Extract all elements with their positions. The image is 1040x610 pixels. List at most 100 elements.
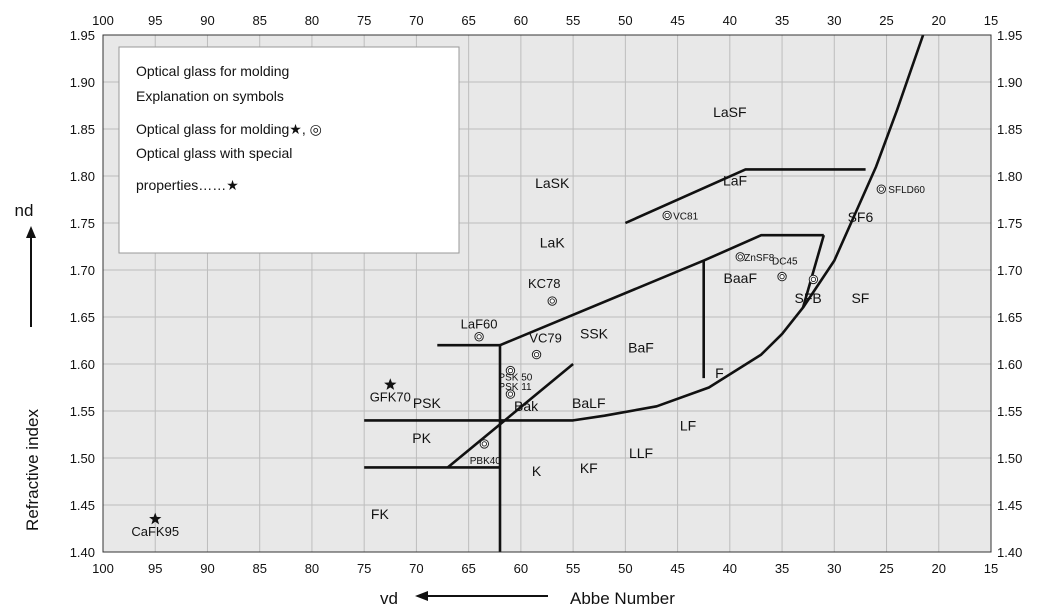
x-tick-label-top: 45 (670, 13, 684, 28)
glass-label: VC81 (673, 211, 698, 222)
x-tick-label-top: 60 (514, 13, 528, 28)
y-tick-label-right: 1.60 (997, 357, 1022, 372)
region-boundary-line (364, 34, 925, 422)
y-tick-label-right: 1.55 (997, 404, 1022, 419)
x-tick-label-bottom: 95 (148, 561, 162, 576)
double-circle-marker-inner (476, 334, 482, 340)
glass-label: GFK70 (370, 390, 411, 405)
region-label: LaSF (713, 104, 746, 120)
region-label: PSK (413, 395, 442, 411)
double-circle-marker (808, 274, 819, 285)
x-tick-label-top: 80 (305, 13, 319, 28)
x-tick-label-top: 65 (461, 13, 475, 28)
plot-frame (102, 34, 992, 553)
star-marker (384, 378, 397, 390)
x-tick-label-top: 40 (723, 13, 737, 28)
double-circle-marker (876, 184, 887, 194)
glass-label: SFLD60 (888, 185, 925, 196)
double-circle-marker-inner (779, 273, 785, 280)
y-tick-label-left: 1.55 (70, 404, 95, 419)
legend-line-4: Optical glass with special (136, 145, 292, 161)
x-tick-label-bottom: 40 (723, 561, 737, 576)
x-tick-label-top: 20 (932, 13, 946, 28)
legend-line-5: properties……★ (136, 177, 239, 193)
x-tick-label-top: 15 (984, 13, 998, 28)
region-label: BaF (628, 340, 654, 356)
y-axis-symbol: nd (15, 201, 34, 220)
y-tick-label-left: 1.75 (70, 216, 95, 231)
x-tick-label-top: 50 (618, 13, 632, 28)
legend-box (118, 46, 460, 254)
glass-label: DC45 (772, 257, 798, 268)
double-circle-marker (505, 389, 516, 399)
x-tick-label-bottom: 55 (566, 561, 580, 576)
y-tick-label-right: 1.75 (997, 216, 1022, 231)
legend-line-2: Explanation on symbols (136, 88, 284, 104)
region-label: SF (851, 290, 869, 306)
y-tick-label-left: 1.95 (70, 28, 95, 43)
y-tick-label-left: 1.40 (70, 545, 95, 560)
x-axis-caption: Abbe Number (570, 589, 675, 608)
double-circle-marker-inner (533, 351, 540, 358)
region-boundary-line (446, 362, 574, 469)
x-tick-label-top: 75 (357, 13, 371, 28)
region-label: K (532, 463, 542, 479)
x-tick-label-bottom: 35 (775, 561, 789, 576)
region-label: BaLF (572, 395, 605, 411)
x-tick-label-top: 55 (566, 13, 580, 28)
x-tick-label-bottom: 25 (879, 561, 893, 576)
y-tick-label-right: 1.70 (997, 263, 1022, 278)
y-tick-label-right: 1.65 (997, 310, 1022, 325)
y-axis-up-arrow (26, 226, 36, 327)
x-tick-label-bottom: 75 (357, 561, 371, 576)
x-tick-label-top: 35 (775, 13, 789, 28)
y-tick-label-left: 1.50 (70, 451, 95, 466)
double-circle-marker-inner (810, 276, 817, 283)
double-circle-marker-inner (878, 186, 884, 192)
region-labels: LaSF LaSK LaF LaK SF6 BaaF SFB SF SSK BaF F PSK Bak B… (371, 104, 874, 522)
region-label: FK (371, 506, 390, 522)
glass-label: LaF60 (461, 317, 498, 332)
x-tick-label-bottom: 15 (984, 561, 998, 576)
x-tick-label-bottom: 100 (92, 561, 114, 576)
y-tick-label-left: 1.70 (70, 263, 95, 278)
y-tick-label-left: 1.85 (70, 122, 95, 137)
glass-label: ZnSF8 (744, 253, 774, 264)
double-circle-marker-inner (507, 367, 514, 374)
y-axis-label: Refractive index (23, 409, 42, 531)
region-label: BaaF (724, 270, 757, 286)
double-circle-marker (547, 296, 557, 306)
star-marker (149, 512, 162, 525)
double-circle-marker (505, 365, 516, 376)
y-tick-label-right: 1.85 (997, 122, 1022, 137)
x-axis-symbol: vd (380, 589, 398, 608)
double-circle-marker (479, 439, 490, 449)
x-axis-left-arrow (415, 591, 548, 601)
region-boundaries (364, 34, 925, 552)
y-tick-label-left: 1.45 (70, 498, 95, 513)
x-tick-label-top: 90 (200, 13, 214, 28)
region-label: SFB (795, 290, 822, 306)
glass-label: KC78 (528, 276, 561, 291)
x-tick-label-top: 25 (879, 13, 893, 28)
glass-label: VC79 (529, 331, 562, 346)
region-label: PK (412, 430, 431, 446)
x-tick-label-bottom: 30 (827, 561, 841, 576)
x-tick-label-top: 30 (827, 13, 841, 28)
double-circle-marker-inner (507, 391, 514, 397)
y-tick-label-right: 1.95 (997, 28, 1022, 43)
x-tick-label-bottom: 20 (932, 561, 946, 576)
x-tick-label-bottom: 60 (514, 561, 528, 576)
region-label: LaK (540, 234, 566, 250)
x-tick-label-bottom: 85 (252, 561, 266, 576)
double-circle-marker (662, 210, 672, 221)
double-circle-marker-inner (664, 212, 670, 219)
double-circle-marker (735, 252, 745, 262)
right-tick-labels: 1.40 1.45 1.50 1.55 1.60 1.65 1.70 1.75 1.80 1.85… (997, 28, 1022, 560)
region-label: SF6 (848, 209, 874, 225)
glass-label: PBK40 (470, 456, 502, 467)
y-tick-label-left: 1.80 (70, 169, 95, 184)
y-tick-label-left: 1.65 (70, 310, 95, 325)
left-tick-labels: 1.40 1.45 1.50 1.55 1.60 1.65 1.70 1.75 1.80 1.85… (70, 28, 95, 560)
x-tick-label-bottom: 70 (409, 561, 423, 576)
